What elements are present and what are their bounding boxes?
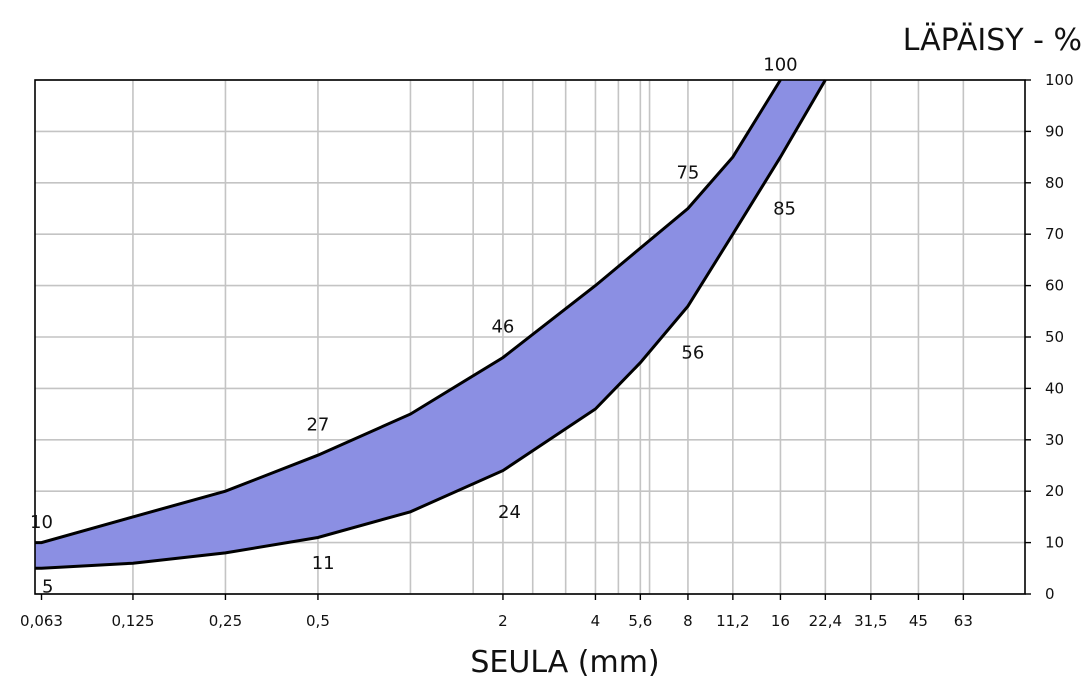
x-tick-label: 0,5 — [306, 612, 330, 630]
lower-limit-curve — [35, 79, 827, 570]
y-tick-label: 40 — [1045, 379, 1064, 397]
y-tick-label: 10 — [1045, 534, 1064, 552]
x-tick-label: 0,063 — [20, 612, 63, 630]
y-tick-label: 90 — [1045, 122, 1064, 140]
x-tick-label: 0,125 — [111, 612, 154, 630]
data-label: 10 — [30, 512, 53, 533]
data-label: 46 — [491, 317, 514, 338]
x-tick-label: 16 — [771, 612, 790, 630]
grading-envelope-area — [35, 80, 826, 569]
x-tick-label: 5,6 — [628, 612, 652, 630]
x-tick-label: 22,4 — [809, 612, 842, 630]
x-tick-label: 8 — [683, 612, 693, 630]
data-label: 56 — [681, 342, 704, 363]
data-label: 24 — [498, 502, 521, 523]
x-tick-label: 31,5 — [854, 612, 887, 630]
x-tick-label: 63 — [954, 612, 973, 630]
x-tick-label: 45 — [909, 612, 928, 630]
x-axis-ticks: 0,063 0,125 0,25 0,5 2 4 5,6 8 11,2 16 22,4 31,5 45 6… — [20, 594, 973, 630]
y-tick-label: 0 — [1045, 585, 1055, 603]
data-label: 75 — [676, 163, 699, 184]
data-label: 5 — [42, 576, 53, 597]
x-tick-label: 4 — [591, 612, 601, 630]
data-label: 11 — [312, 553, 335, 574]
y-tick-label: 70 — [1045, 225, 1064, 243]
y-tick-label: 50 — [1045, 328, 1064, 346]
y-tick-label: 20 — [1045, 482, 1064, 500]
y-tick-label: 80 — [1045, 174, 1064, 192]
x-tick-label: 0,25 — [209, 612, 242, 630]
annotations: 10 5 27 11 46 24 75 56 85 100 — [30, 55, 798, 598]
y-axis-title: LÄPÄISY - % — [903, 22, 1082, 58]
y-tick-label: 30 — [1045, 431, 1064, 449]
x-tick-label: 11,2 — [716, 612, 749, 630]
y-axis-ticks: 0 10 20 30 40 50 60 70 80 90 100 — [1025, 71, 1074, 603]
upper-limit-curve — [35, 79, 782, 545]
data-label: 27 — [306, 414, 329, 435]
data-label: 100 — [763, 55, 797, 76]
y-tick-label: 100 — [1045, 71, 1074, 89]
y-tick-label: 60 — [1045, 277, 1064, 295]
data-label: 85 — [773, 199, 796, 220]
x-axis-title: SEULA (mm) — [470, 645, 659, 677]
x-tick-label: 2 — [498, 612, 508, 630]
